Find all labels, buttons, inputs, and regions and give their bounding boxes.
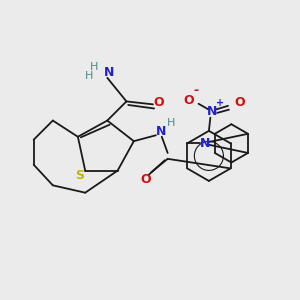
Text: H: H bbox=[85, 71, 93, 81]
Text: N: N bbox=[156, 125, 166, 138]
Text: N: N bbox=[200, 137, 210, 150]
Text: O: O bbox=[234, 96, 244, 110]
Text: O: O bbox=[154, 96, 164, 110]
Text: S: S bbox=[75, 169, 84, 182]
Text: N: N bbox=[207, 105, 217, 118]
Text: N: N bbox=[103, 66, 114, 79]
Text: O: O bbox=[183, 94, 194, 107]
Text: H: H bbox=[90, 62, 98, 72]
Text: O: O bbox=[140, 173, 151, 186]
Text: -: - bbox=[193, 84, 198, 97]
Text: +: + bbox=[216, 98, 224, 109]
Text: H: H bbox=[167, 118, 176, 128]
